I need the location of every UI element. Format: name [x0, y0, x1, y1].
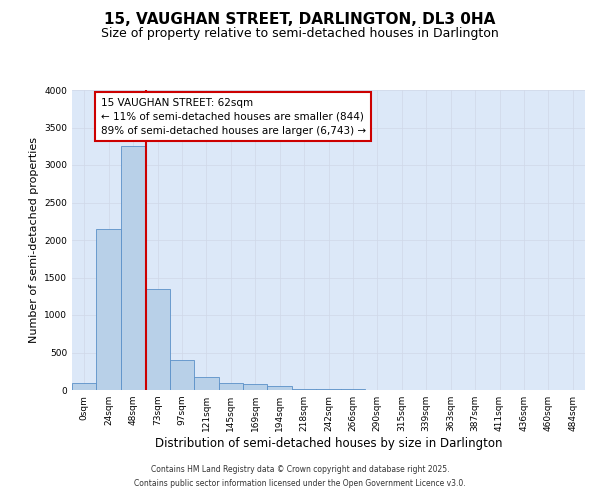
Bar [72, 382, 97, 390]
Y-axis label: Number of semi-detached properties: Number of semi-detached properties [29, 137, 38, 343]
Bar [170, 360, 194, 390]
Bar [194, 377, 218, 390]
Bar [145, 289, 170, 390]
Text: Contains HM Land Registry data © Crown copyright and database right 2025.
Contai: Contains HM Land Registry data © Crown c… [134, 466, 466, 487]
Text: Size of property relative to semi-detached houses in Darlington: Size of property relative to semi-detach… [101, 28, 499, 40]
Bar [121, 146, 145, 390]
Text: 15 VAUGHAN STREET: 62sqm
← 11% of semi-detached houses are smaller (844)
89% of : 15 VAUGHAN STREET: 62sqm ← 11% of semi-d… [101, 98, 366, 136]
Text: 15, VAUGHAN STREET, DARLINGTON, DL3 0HA: 15, VAUGHAN STREET, DARLINGTON, DL3 0HA [104, 12, 496, 28]
Bar [243, 384, 268, 390]
Bar [341, 389, 365, 390]
Bar [97, 229, 121, 390]
Bar [218, 382, 243, 390]
Bar [268, 386, 292, 390]
Bar [292, 388, 316, 390]
Bar [316, 389, 341, 390]
X-axis label: Distribution of semi-detached houses by size in Darlington: Distribution of semi-detached houses by … [155, 437, 502, 450]
